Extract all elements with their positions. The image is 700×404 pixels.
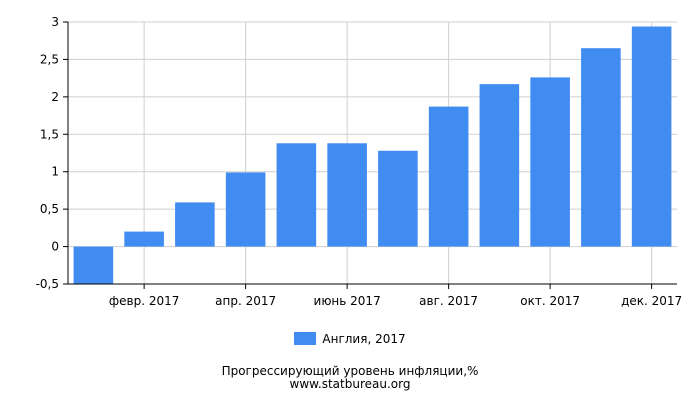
y-tick-label: 3	[51, 15, 59, 29]
bar	[225, 172, 266, 247]
chart-caption-title: Прогрессирующий уровень инфляции,%	[221, 364, 479, 378]
bar	[124, 231, 164, 247]
bar	[631, 26, 672, 247]
bar	[479, 84, 520, 247]
bar	[276, 143, 317, 247]
x-tick-label: июнь 2017	[314, 294, 381, 308]
bars-group	[73, 26, 672, 284]
bar	[428, 106, 469, 247]
y-tick-label: 2,5	[40, 52, 59, 66]
y-tick-label: 2	[51, 90, 59, 104]
bar	[73, 246, 114, 284]
legend-label: Англия, 2017	[322, 332, 406, 346]
y-tick-label: 1	[51, 165, 59, 179]
x-tick-label: окт. 2017	[520, 294, 580, 308]
x-tick-label: авг. 2017	[419, 294, 478, 308]
x-tick-labels: февр. 2017 апр. 2017 июнь 2017 авг. 2017 окт…	[109, 294, 682, 308]
axes-group	[63, 21, 677, 289]
bar	[378, 150, 418, 247]
bar	[530, 77, 570, 247]
legend: Англия, 2017	[0, 332, 700, 346]
bar	[581, 48, 621, 247]
bar	[175, 202, 215, 247]
y-tick-label: -0,5	[36, 277, 59, 291]
y-tick-label: 0,5	[40, 202, 59, 216]
x-tick-label: дек. 2017	[621, 294, 682, 308]
y-tick-labels: -0,5 0 0,5 1 1,5 2 2,5 3	[36, 15, 59, 291]
y-tick-label: 1,5	[40, 127, 59, 141]
bar	[327, 143, 367, 247]
y-tick-label: 0	[51, 240, 59, 254]
x-tick-label: апр. 2017	[215, 294, 276, 308]
x-tick-label: февр. 2017	[109, 294, 180, 308]
legend-swatch	[294, 332, 317, 345]
chart-caption-source: www.statbureau.org	[289, 377, 411, 391]
